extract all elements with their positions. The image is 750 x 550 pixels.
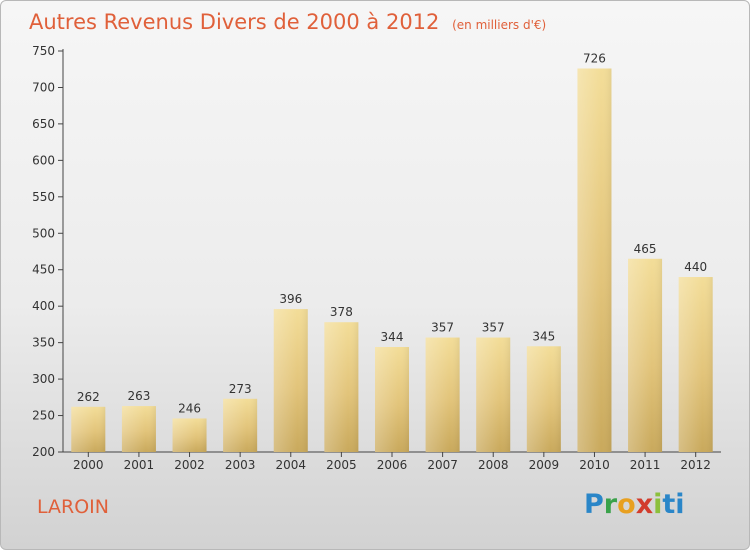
x-tick-label: 2011 xyxy=(630,458,661,472)
chart-unit: (en milliers d'€) xyxy=(452,18,547,32)
x-tick-label: 2009 xyxy=(529,458,560,472)
bar-value-label: 345 xyxy=(532,329,555,343)
bar-value-label: 262 xyxy=(77,390,100,404)
y-tick-label: 550 xyxy=(32,190,55,204)
brand-letter: r xyxy=(603,489,618,520)
bar-value-label: 465 xyxy=(634,242,657,256)
bar-value-label: 273 xyxy=(229,382,252,396)
brand-letter: i xyxy=(653,489,663,520)
y-tick-label: 300 xyxy=(32,372,55,386)
y-tick-label: 350 xyxy=(32,336,55,350)
bar-highlight xyxy=(172,418,207,452)
bar-highlight xyxy=(425,337,460,452)
y-tick-label: 200 xyxy=(32,445,55,459)
brand-letter: o xyxy=(617,489,636,520)
x-tick-label: 2001 xyxy=(124,458,155,472)
bar-value-label: 357 xyxy=(482,321,505,335)
bar-value-label: 440 xyxy=(684,260,707,274)
chart-title: Autres Revenus Divers de 2000 à 2012 (en… xyxy=(29,10,546,34)
bar-value-label: 263 xyxy=(127,389,150,403)
x-tick-label: 2010 xyxy=(579,458,610,472)
brand-letter: ti xyxy=(662,489,685,520)
brand-letter: x xyxy=(635,489,654,520)
bar-highlight xyxy=(375,347,409,452)
x-tick-label: 2012 xyxy=(680,458,711,472)
bar-value-label: 378 xyxy=(330,305,353,319)
bar-highlight xyxy=(577,68,612,453)
bar-value-label: 246 xyxy=(178,401,201,415)
x-tick-label: 2008 xyxy=(478,458,509,472)
x-tick-label: 2003 xyxy=(225,458,256,472)
x-tick-label: 2002 xyxy=(174,458,205,472)
bar-highlight xyxy=(273,309,308,452)
y-tick-label: 250 xyxy=(32,409,55,423)
y-tick-label: 600 xyxy=(32,153,55,167)
bar-value-label: 396 xyxy=(279,292,302,306)
y-tick-label: 650 xyxy=(32,117,55,131)
bar-highlight xyxy=(121,406,156,452)
bar-highlight xyxy=(71,406,106,452)
bar-highlight xyxy=(223,398,258,452)
bar-highlight xyxy=(628,258,663,452)
bar-highlight xyxy=(678,277,713,452)
bar-highlight xyxy=(476,337,511,452)
bar-highlight xyxy=(324,322,359,452)
y-tick-label: 400 xyxy=(32,299,55,313)
bar-value-label: 344 xyxy=(381,330,404,344)
x-tick-label: 2007 xyxy=(427,458,458,472)
y-tick-label: 700 xyxy=(32,80,55,94)
chart-title-text: Autres Revenus Divers de 2000 à 2012 xyxy=(29,10,440,34)
brand-logo: Proxiti xyxy=(584,489,685,520)
bar-highlight xyxy=(526,346,561,452)
x-tick-label: 2004 xyxy=(275,458,306,472)
bar-value-label: 357 xyxy=(431,321,454,335)
place-label: LAROIN xyxy=(37,496,109,518)
y-tick-label: 500 xyxy=(32,226,55,240)
x-tick-label: 2000 xyxy=(73,458,104,472)
x-tick-label: 2006 xyxy=(377,458,408,472)
bar-value-label: 726 xyxy=(583,51,606,65)
brand-letter: P xyxy=(584,489,604,520)
y-tick-label: 450 xyxy=(32,263,55,277)
y-tick-label: 750 xyxy=(32,44,55,58)
x-tick-label: 2005 xyxy=(326,458,357,472)
